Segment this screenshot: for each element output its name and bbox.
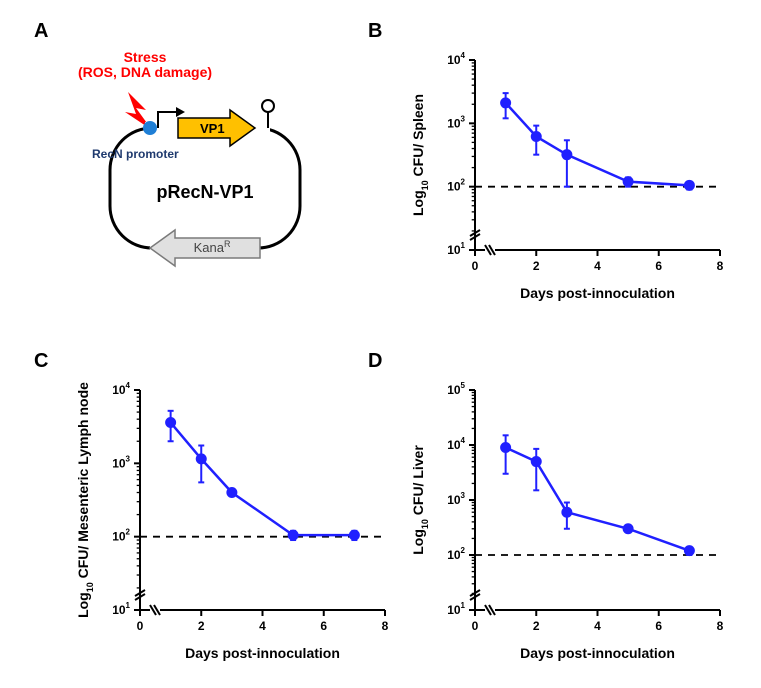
x-tick-label: 8 [717,619,724,633]
x-tick-label: 4 [259,619,266,633]
y-axis-label: Log10 CFU/ Spleen [410,94,430,216]
chart-c: 0 2 4 6 8 101 102 103 104 Days post-innoculation L… [70,370,400,670]
y-tick-label: 104 [112,381,130,397]
y-tick-label: 102 [447,546,465,562]
y-tick-label: 101 [447,241,465,257]
data-marker [531,457,541,467]
y-tick-label: 104 [447,436,465,452]
tss-arrow-head [176,107,185,117]
data-marker [196,454,206,464]
chartB-svg: 0 2 4 6 8 101 102 103 104 Days post-innoculation L… [405,40,735,310]
data-marker [501,98,511,108]
recn-promoter-label: RecN promoter [92,147,179,161]
data-line [171,423,355,536]
x-tick-label: 6 [320,619,327,633]
x-tick-label: 2 [533,259,540,273]
x-tick-label: 4 [594,619,601,633]
data-marker [288,530,298,540]
data-marker [623,524,633,534]
x-tick-label: 8 [717,259,724,273]
x-tick-label: 6 [655,619,662,633]
data-marker [562,507,572,517]
kana-sup: R [224,239,231,249]
data-marker [684,546,694,556]
x-tick-label: 4 [594,259,601,273]
vp1-arrow: VP1 [178,110,255,146]
x-tick-label: 0 [472,259,479,273]
panel-label-b: B [368,20,382,43]
y-axis-label: Log10 CFU/ Mesenteric Lymph node [75,382,95,618]
data-marker [166,418,176,428]
x-tick-label: 0 [137,619,144,633]
kana-label: Kana [194,240,225,255]
y-tick-label: 105 [447,381,465,397]
data-marker [227,488,237,498]
vp1-label: VP1 [200,121,225,136]
y-tick-label: 102 [447,178,465,194]
x-axis-label: Days post-innoculation [520,645,675,661]
x-axis-label: Days post-innoculation [520,285,675,301]
plasmid-name: pRecN-VP1 [156,182,253,202]
y-tick-label: 103 [112,454,130,470]
y-tick-label: 102 [112,528,130,544]
stress-label: Stress (ROS, DNA damage) [60,50,230,81]
y-axis-label: Log10 CFU/ Liver [410,445,430,555]
chartD-svg: 0 2 4 6 8 101 102 103 104 105 Days post-innoculati… [405,370,735,670]
y-tick-label: 101 [112,601,130,617]
y-tick-label: 104 [447,51,465,67]
stress-line2: (ROS, DNA damage) [78,64,212,80]
x-tick-label: 6 [655,259,662,273]
x-tick-label: 8 [382,619,389,633]
panel-label-c: C [34,350,48,373]
promoter-dot [143,121,157,135]
data-marker [623,177,633,187]
data-line [506,103,690,185]
y-tick-label: 103 [447,491,465,507]
data-marker [562,150,572,160]
x-tick-label: 0 [472,619,479,633]
x-tick-label: 2 [533,619,540,633]
chart-d: 0 2 4 6 8 101 102 103 104 105 Days post-innoculati… [405,370,735,670]
x-tick-label: 2 [198,619,205,633]
stress-line1: Stress [124,49,167,65]
x-axis-label: Days post-innoculation [185,645,340,661]
y-tick-label: 101 [447,601,465,617]
data-marker [349,530,359,540]
plasmid-diagram: Stress (ROS, DNA damage) VP1 RecN promot… [50,50,340,290]
data-marker [531,131,541,141]
data-marker [501,443,511,453]
kana-arrow: KanaR [150,230,260,266]
data-marker [684,180,694,190]
plasmid-svg: VP1 RecN promoter pRecN-VP1 KanaR [50,50,340,290]
y-tick-label: 103 [447,114,465,130]
chart-b: 0 2 4 6 8 101 102 103 104 Days post-innoculation L… [405,40,735,310]
panel-label-a: A [34,20,48,43]
chartC-svg: 0 2 4 6 8 101 102 103 104 Days post-innoculation L… [70,370,400,670]
